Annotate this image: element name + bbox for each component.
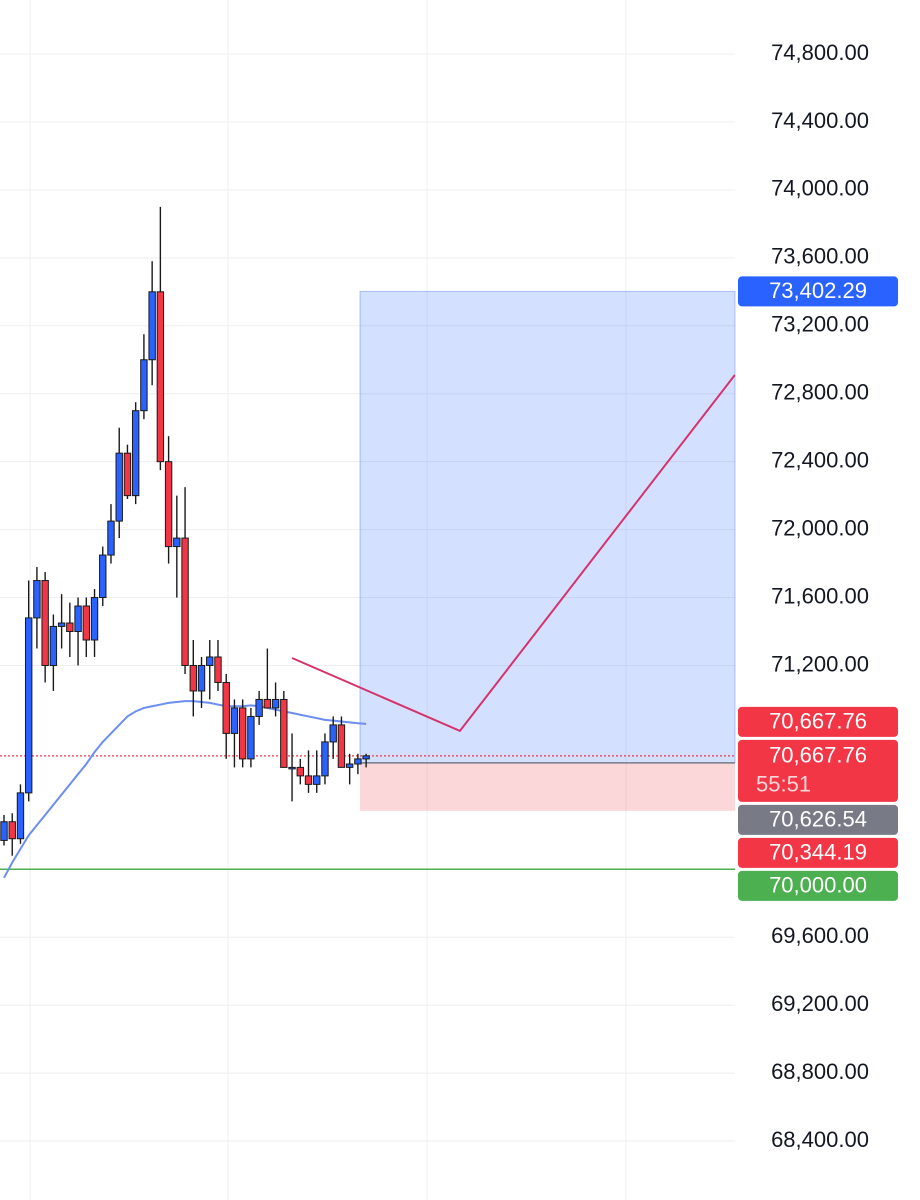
candle-body: [271, 698, 280, 709]
candle-body: [354, 758, 362, 765]
y-tick-label: 71,600.00: [771, 583, 869, 608]
candle-body: [107, 520, 115, 556]
candle-body: [238, 707, 247, 760]
price-tag: [738, 870, 898, 901]
candle-body: [156, 291, 165, 463]
candle-body: [33, 580, 41, 619]
candle-body: [82, 605, 90, 641]
candle-body: [57, 622, 66, 627]
y-tick-label: 72,800.00: [771, 380, 869, 405]
candle-body: [49, 625, 58, 666]
candle-body: [313, 775, 321, 785]
vertical-grid: [29, 0, 627, 1200]
candle-body: [74, 605, 82, 633]
candle-body: [148, 291, 156, 361]
price-tag: [738, 837, 898, 868]
y-tick-label: 74,000.00: [771, 176, 869, 201]
y-tick-label: 73,600.00: [771, 244, 869, 269]
price-tag: [738, 804, 898, 835]
candle-body: [140, 359, 148, 412]
candle-body: [304, 775, 313, 785]
countdown-label: 55:51: [756, 772, 811, 797]
candle-body: [16, 792, 25, 840]
candle-body: [362, 755, 370, 760]
candle-body: [197, 664, 206, 692]
price-tag: [738, 276, 898, 307]
candle-body: [181, 537, 189, 666]
y-tick-label: 68,800.00: [771, 1059, 869, 1084]
candle-body: [280, 698, 288, 768]
candle-body: [214, 656, 222, 683]
candle-body: [123, 452, 132, 497]
candle-body: [288, 766, 296, 770]
y-tick-label: 74,800.00: [771, 40, 869, 65]
candle-body: [24, 617, 33, 794]
candle-body: [255, 698, 263, 717]
candle-body: [66, 622, 74, 633]
candle-body: [115, 452, 123, 522]
y-tick-label: 68,400.00: [771, 1127, 869, 1152]
price-tag-label: 70,667.76: [769, 743, 867, 768]
candle-body: [90, 597, 99, 641]
candle-body: [263, 698, 272, 709]
candle-body: [329, 724, 337, 743]
projection-line: [291, 374, 736, 733]
y-tick-label: 74,400.00: [771, 108, 869, 133]
candle-body: [206, 656, 214, 666]
stop-zone: [360, 762, 735, 811]
price-tag: [738, 739, 898, 802]
y-tick-label: 69,200.00: [771, 991, 869, 1016]
candle-body: [8, 821, 16, 840]
price-tag: [738, 706, 898, 737]
y-tick-label: 71,200.00: [771, 651, 869, 676]
candle-body: [296, 766, 304, 777]
candle-body: [345, 763, 354, 768]
moving-average: [3, 700, 367, 879]
price-tag-label: 70,344.19: [769, 840, 867, 865]
candle-body: [222, 681, 230, 734]
price-tag-label: 73,402.29: [769, 278, 867, 303]
y-tick-label: 72,400.00: [771, 447, 869, 472]
price-tag-label: 70,667.76: [769, 709, 867, 734]
candle-body: [321, 741, 329, 777]
candle-body: [164, 461, 173, 548]
candle-body: [99, 554, 107, 599]
y-tick-label: 72,000.00: [771, 515, 869, 540]
candle-body: [189, 664, 197, 692]
candle-body: [247, 715, 255, 760]
candle-body: [131, 410, 140, 497]
candle-body: [337, 724, 346, 768]
price-tag-label: 70,626.54: [769, 807, 867, 832]
candle-body: [41, 580, 49, 666]
target-zone: [359, 290, 736, 764]
y-tick-label: 69,600.00: [771, 923, 869, 948]
candle-body: [0, 821, 8, 841]
y-tick-label: 73,200.00: [771, 312, 869, 337]
price-tag-label: 70,000.00: [769, 873, 867, 898]
candle-body: [230, 707, 239, 734]
candle-body: [173, 537, 181, 548]
